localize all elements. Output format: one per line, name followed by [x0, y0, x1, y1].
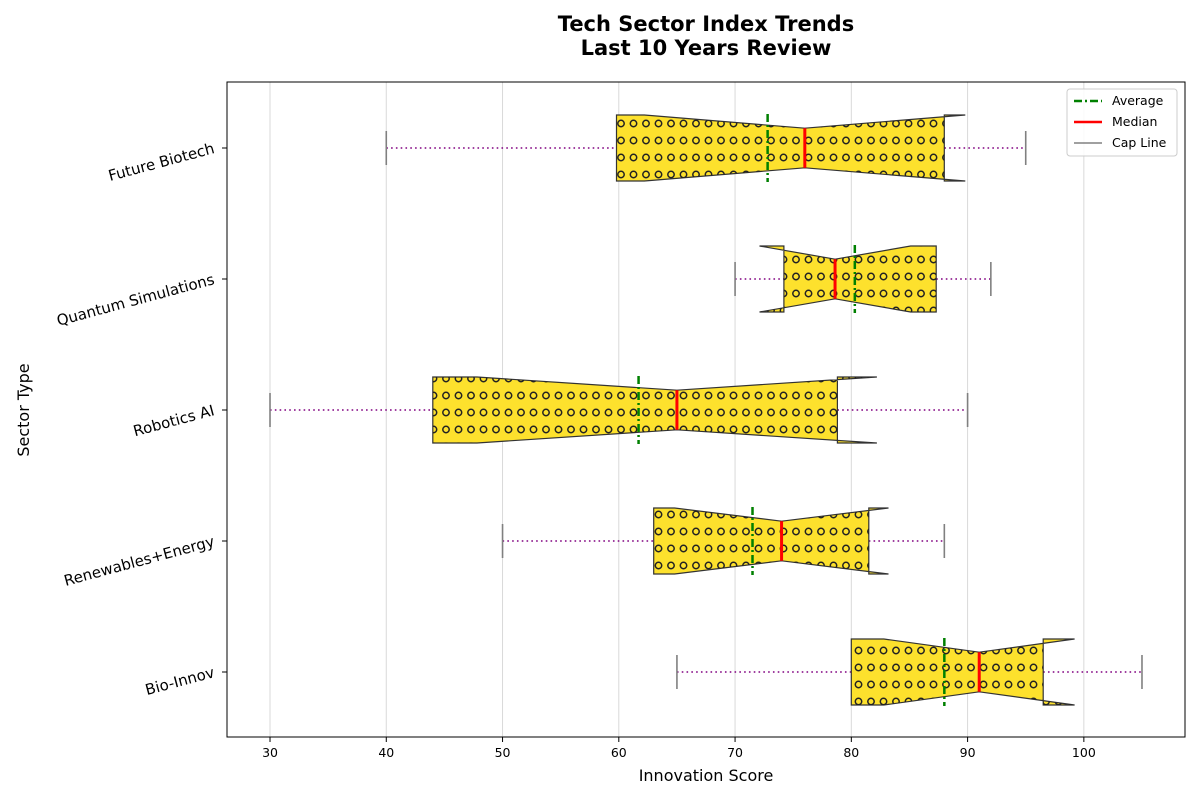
chart-title-line-2: Last 10 Years Review — [581, 36, 832, 60]
legend-median-label: Median — [1112, 114, 1157, 129]
y-tick-label-quantum-simulations: Quantum Simulations — [55, 270, 217, 329]
legend: Average Median Cap Line — [1066, 88, 1178, 157]
x-tick-label-30: 30 — [262, 745, 278, 760]
y-tick-label-renewables-energy: Renewables+Energy — [62, 532, 216, 590]
box-hatch-future-biotech — [616, 115, 966, 181]
x-tick-label-40: 40 — [378, 745, 394, 760]
x-tick-label-50: 50 — [495, 745, 511, 760]
x-tick-label-70: 70 — [727, 745, 743, 760]
chart-title-line-1: Tech Sector Index Trends — [558, 12, 854, 36]
box-hatch-bio-innov — [851, 639, 1075, 705]
box-hatch-renewables-energy — [653, 508, 889, 574]
box-hatch-quantum-simulations — [759, 246, 937, 312]
y-axis: Bio-Innov Renewables+Energy Robotics AI Qua… — [55, 139, 227, 699]
x-tick-label-90: 90 — [960, 745, 976, 760]
legend-frame — [1066, 88, 1178, 157]
x-axis: 30 40 50 60 70 80 90 100 — [262, 737, 1096, 760]
legend-cap-line-label: Cap Line — [1112, 135, 1167, 150]
x-tick-label-60: 60 — [611, 745, 627, 760]
x-tick-label-100: 100 — [1072, 745, 1096, 760]
y-tick-label-bio-innov: Bio-Innov — [143, 663, 216, 699]
y-tick-label-robotics-ai: Robotics AI — [131, 401, 216, 440]
x-axis-label: Innovation Score — [639, 766, 774, 785]
y-axis-label: Sector Type — [14, 363, 33, 456]
plot-area — [269, 114, 1143, 706]
y-tick-label-future-biotech: Future Biotech — [106, 139, 216, 185]
box-hatch-robotics-ai — [432, 377, 877, 443]
x-tick-label-80: 80 — [843, 745, 859, 760]
legend-average-label: Average — [1112, 93, 1164, 108]
